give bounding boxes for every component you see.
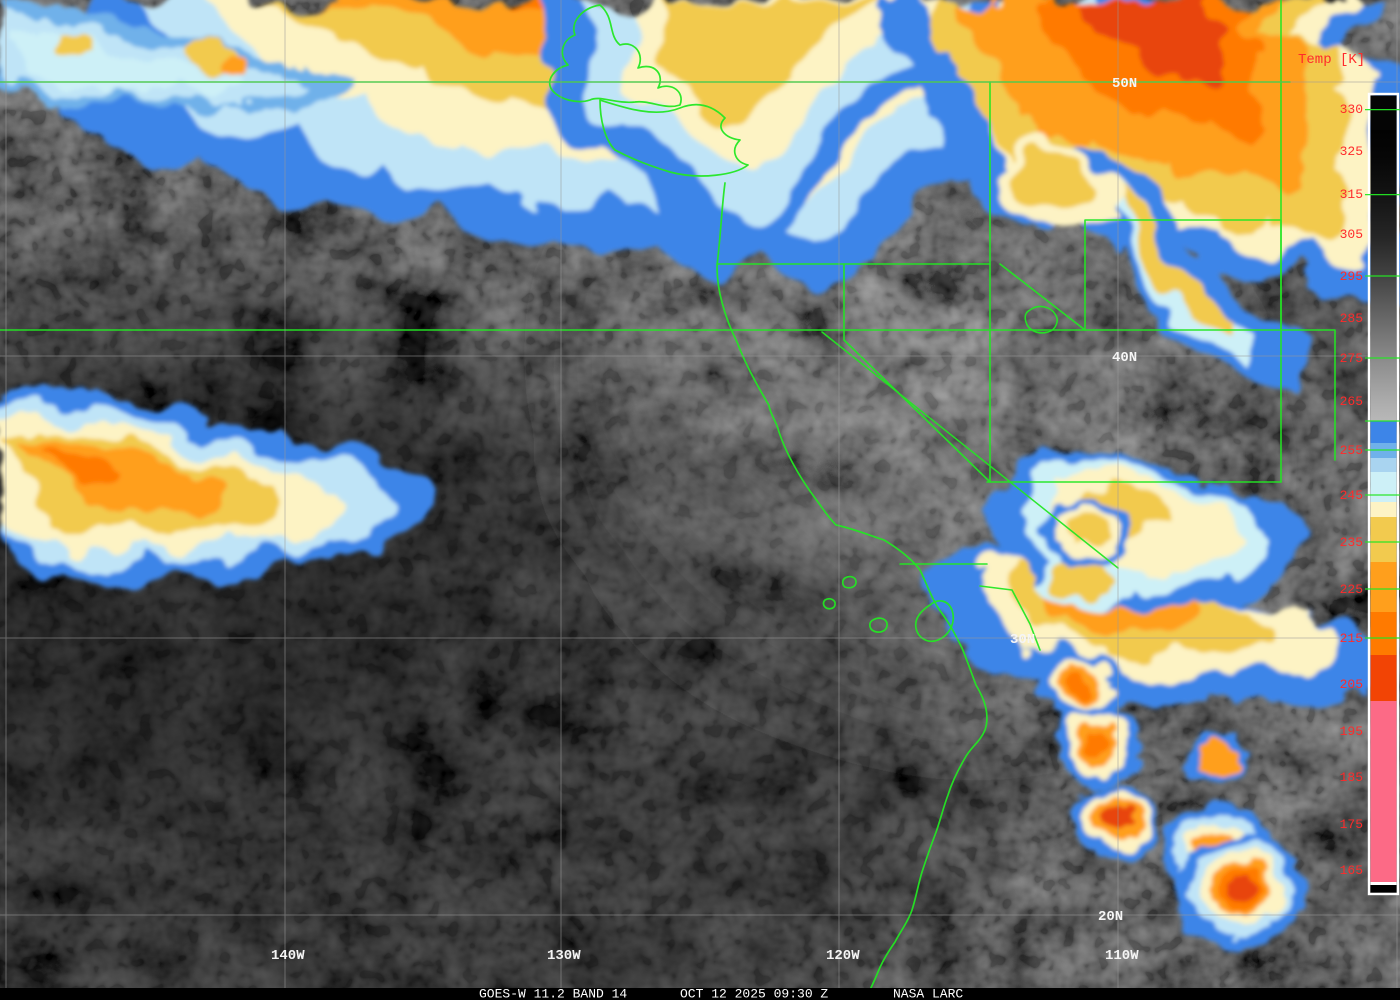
svg-text:255: 255 <box>1340 443 1363 458</box>
svg-text:325: 325 <box>1340 144 1363 159</box>
svg-text:225: 225 <box>1340 582 1363 597</box>
svg-text:245: 245 <box>1340 488 1363 503</box>
svg-text:40N: 40N <box>1112 350 1137 366</box>
svg-text:305: 305 <box>1340 227 1363 242</box>
svg-text:185: 185 <box>1340 770 1363 785</box>
svg-text:315: 315 <box>1340 187 1363 202</box>
svg-text:205: 205 <box>1340 677 1363 692</box>
svg-text:50N: 50N <box>1112 76 1137 92</box>
svg-text:275: 275 <box>1340 351 1363 366</box>
svg-text:110W: 110W <box>1105 948 1139 964</box>
svg-text:20N: 20N <box>1098 909 1123 925</box>
svg-text:295: 295 <box>1340 269 1363 284</box>
svg-text:120W: 120W <box>826 948 860 964</box>
svg-text:285: 285 <box>1340 311 1363 326</box>
svg-text:265: 265 <box>1340 394 1363 409</box>
svg-text:330: 330 <box>1340 102 1363 117</box>
svg-text:215: 215 <box>1340 631 1363 646</box>
svg-text:195: 195 <box>1340 724 1363 739</box>
svg-text:OCT 12 2025 09:30 Z: OCT 12 2025 09:30 Z <box>680 987 828 1000</box>
svg-text:140W: 140W <box>271 948 305 964</box>
svg-text:175: 175 <box>1340 817 1363 832</box>
svg-text:30N: 30N <box>1010 632 1035 648</box>
svg-text:235: 235 <box>1340 535 1363 550</box>
svg-text:Temp [K]: Temp [K] <box>1298 52 1365 68</box>
svg-text:130W: 130W <box>547 948 581 964</box>
svg-text:165: 165 <box>1340 863 1363 878</box>
svg-text:GOES-W 11.2 BAND 14: GOES-W 11.2 BAND 14 <box>479 987 627 1000</box>
svg-text:NASA LARC: NASA LARC <box>893 987 963 1000</box>
